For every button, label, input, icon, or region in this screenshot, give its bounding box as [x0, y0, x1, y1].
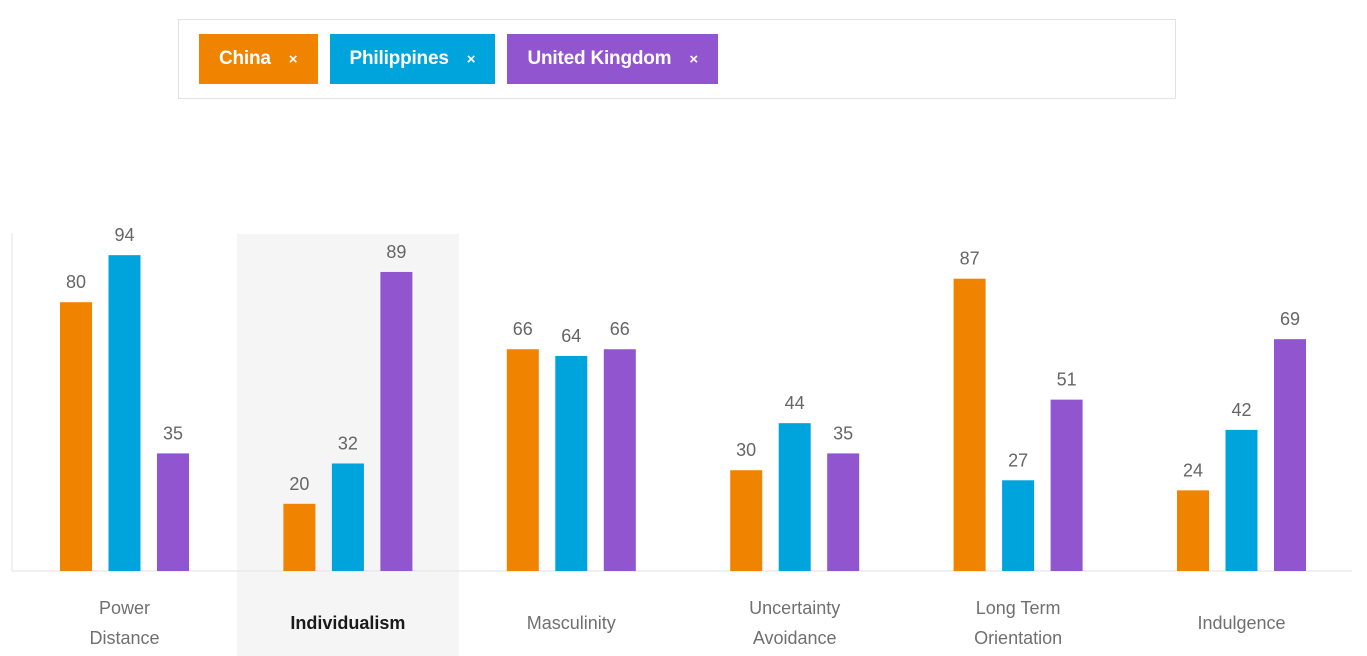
bar-united-kingdom[interactable]: [157, 453, 189, 571]
bar-value-label: 87: [960, 249, 980, 269]
bar-philippines[interactable]: [778, 423, 811, 571]
bar-philippines[interactable]: [555, 355, 588, 571]
bar-value-label: 20: [289, 474, 309, 494]
bar-china[interactable]: [1177, 490, 1209, 571]
bar-philippines[interactable]: [331, 463, 364, 571]
country-chip-label: United Kingdom: [527, 48, 672, 69]
bar-united-kingdom[interactable]: [1274, 339, 1306, 571]
bar-value-label: 24: [1183, 460, 1203, 480]
category-label[interactable]: Long Term Orientation: [974, 598, 1062, 648]
bar-value-label: 69: [1280, 309, 1300, 329]
axis-layer: [11, 233, 1352, 572]
bar-value-label: 80: [66, 272, 86, 292]
bar-value-label: 42: [1231, 400, 1251, 420]
bar-value-label: 64: [561, 326, 581, 346]
bars-layer: [60, 255, 1306, 571]
bar-value-label: 30: [736, 440, 756, 460]
category-label[interactable]: Uncertainty Avoidance: [749, 598, 840, 648]
bar-value-label: 94: [114, 225, 134, 245]
bar-value-label: 35: [833, 423, 853, 443]
bar-value-label: 32: [338, 433, 358, 453]
bar-value-label: 66: [513, 319, 533, 339]
bar-philippines[interactable]: [1002, 480, 1035, 571]
bar-united-kingdom[interactable]: [380, 271, 413, 571]
country-chip-label: China: [219, 48, 271, 69]
country-chip-united-kingdom[interactable]: United Kingdom ×: [507, 34, 719, 84]
bar-china[interactable]: [730, 470, 763, 571]
bar-philippines[interactable]: [108, 255, 141, 571]
highlight-layer: [236, 234, 459, 656]
bar-value-label: 51: [1057, 370, 1077, 390]
country-chip-label: Philippines: [349, 48, 449, 69]
bar-value-label: 35: [163, 423, 183, 443]
country-picker: China × Philippines × United Kingdom ×: [178, 19, 1176, 99]
remove-united-kingdom-icon[interactable]: ×: [689, 50, 699, 68]
bar-value-label: 89: [386, 242, 406, 262]
category-label[interactable]: Indulgence: [1197, 613, 1285, 633]
category-label[interactable]: Masculinity: [527, 613, 616, 633]
bar-china[interactable]: [60, 302, 92, 571]
country-chip-china[interactable]: China ×: [199, 34, 318, 84]
category-label[interactable]: Power Distance: [89, 598, 159, 648]
labels-layer: Power Distance Individualism Masculinity Unc…: [89, 598, 1285, 648]
bar-value-label: 44: [785, 393, 805, 413]
bar-china[interactable]: [506, 349, 539, 571]
bar-philippines[interactable]: [1225, 429, 1258, 571]
country-chip-philippines[interactable]: Philippines ×: [329, 34, 496, 84]
bar-value-label: 66: [610, 319, 630, 339]
bar-china[interactable]: [283, 503, 316, 571]
bar-united-kingdom[interactable]: [603, 349, 636, 571]
category-label[interactable]: Individualism: [290, 613, 405, 633]
remove-philippines-icon[interactable]: ×: [466, 50, 476, 68]
selected-category-highlight: [236, 234, 459, 656]
values-layer: 80 94 35 20 32 89 66 64 66 30 44 35 87 27 51 24 42 69: [66, 225, 1300, 494]
bar-value-label: 27: [1008, 450, 1028, 470]
remove-china-icon[interactable]: ×: [288, 50, 298, 68]
bar-china[interactable]: [953, 278, 986, 571]
bar-united-kingdom[interactable]: [827, 453, 860, 571]
bar-united-kingdom[interactable]: [1050, 399, 1083, 571]
